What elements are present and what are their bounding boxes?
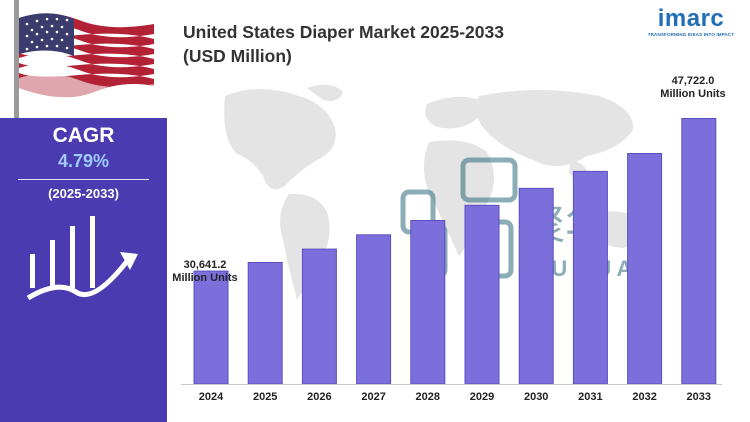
x-tick-label-2027: 2027 [361,391,385,403]
bar-2026 [301,248,337,385]
bar-2033 [681,117,717,385]
bar-2031 [572,170,608,385]
cagr-period: (2025-2033) [48,186,119,201]
annotation-first-value: 30,641.2 [183,259,227,271]
annotation-first-bar: 30,641.2 Million Units [167,259,243,285]
chart-title-line-1: United States Diaper Market 2025-2033 [183,22,504,42]
annotation-last-value: 47,722.0 [671,75,715,87]
bar-2024 [193,270,229,385]
chart-area: 聚华 J U H U A 202420252026202720282029203… [181,84,722,403]
bars [193,117,717,385]
chart-title: United States Diaper Market 2025-2033 (U… [183,20,623,68]
x-tick-label-2026: 2026 [307,391,331,403]
bar-2028 [410,220,446,385]
cagr-label: CAGR [52,124,115,147]
x-tick-label-2033: 2033 [687,391,711,403]
cagr-divider [18,179,149,180]
bar-2030 [518,187,554,385]
x-tick-label-2028: 2028 [416,391,440,403]
x-axis-labels: 2024 2025 2026 2027 2028 2029 2030 2031 2032 2033 [181,384,722,403]
chart-title-line-2: (USD Million) [183,46,292,66]
flag-area [0,0,167,118]
x-tick-label-2032: 2032 [632,391,656,403]
annotation-first-unit: Million Units [172,272,238,284]
growth-chart-icon [26,216,138,301]
imarc-logo: imarc TRANSFORMING IDEAS INTO IMPACT [638,5,744,38]
bar-2025 [247,262,283,385]
logo-tagline: TRANSFORMING IDEAS INTO IMPACT [647,32,735,37]
logo-word: imarc [657,5,725,32]
bar-2029 [464,204,500,385]
x-tick-label-2030: 2030 [524,391,548,403]
us-flag-icon [14,0,154,118]
x-tick-label-2025: 2025 [253,391,277,403]
bar-2032 [627,153,663,385]
bar-2027 [356,234,392,385]
x-tick-label-2031: 2031 [578,391,602,403]
left-panel: CAGR 4.79% (2025-2033) [0,0,167,422]
x-tick-label-2024: 2024 [199,391,224,403]
annotation-last-unit: Million Units [660,88,726,100]
x-tick-label-2029: 2029 [470,391,494,403]
annotation-last-bar: 47,722.0 Million Units [653,75,733,101]
cagr-value: 4.79% [57,151,110,171]
